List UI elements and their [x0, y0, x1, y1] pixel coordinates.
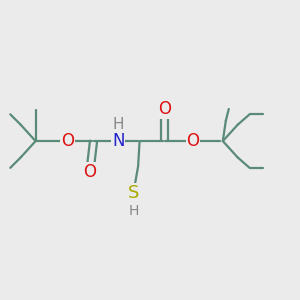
- Text: O: O: [187, 132, 200, 150]
- Text: O: O: [83, 163, 96, 181]
- Text: O: O: [61, 132, 74, 150]
- Text: O: O: [158, 100, 171, 118]
- Text: H: H: [128, 204, 139, 218]
- Text: H: H: [112, 117, 124, 132]
- Text: S: S: [128, 184, 139, 202]
- Text: N: N: [112, 132, 124, 150]
